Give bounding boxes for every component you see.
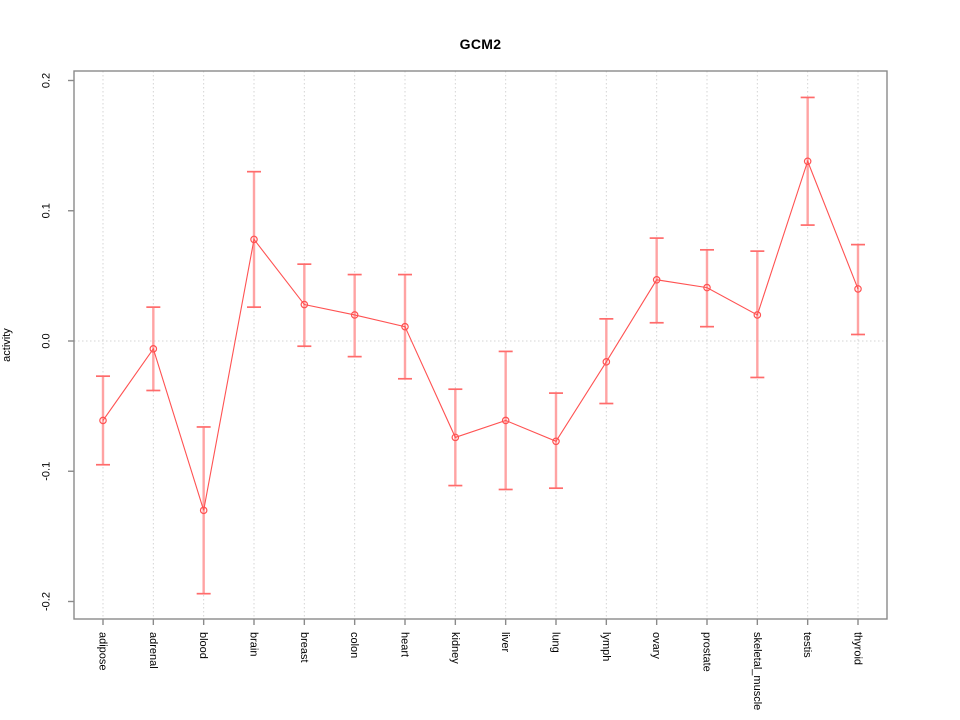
- data-point: [602, 358, 611, 366]
- data-point: [250, 235, 258, 244]
- x-tick-label: lung: [550, 632, 562, 653]
- x-tick-label: kidney: [449, 632, 461, 664]
- y-tick-label: 0.2: [41, 73, 53, 88]
- plot-border: [73, 70, 888, 620]
- x-tick-label: liver: [499, 632, 511, 653]
- y-tick-label: -0.2: [41, 592, 53, 611]
- x-tick-label: breast: [298, 632, 310, 663]
- y-tick-label: -0.1: [41, 462, 53, 481]
- data-point: [401, 322, 409, 331]
- y-tick-label: 0.1: [41, 203, 53, 218]
- data-point: [552, 437, 560, 446]
- y-tick-label: 0.0: [41, 333, 53, 348]
- data-point: [703, 283, 711, 292]
- data-point: [451, 433, 460, 442]
- x-tick-label: adipose: [97, 632, 109, 671]
- data-point: [854, 285, 862, 293]
- series-line: [102, 159, 859, 511]
- data-point: [753, 311, 762, 319]
- data-point: [199, 506, 208, 515]
- data-point: [149, 345, 158, 353]
- x-tick-label: thyroid: [852, 632, 864, 665]
- chart-title: GCM2: [459, 36, 502, 52]
- x-tick-label: skeletal_muscle: [751, 632, 763, 710]
- data-point: [99, 416, 107, 425]
- x-tick-label: heart: [399, 632, 411, 657]
- data-point: [803, 157, 812, 166]
- x-tick-label: blood: [197, 632, 209, 659]
- x-tick-label: lymph: [600, 632, 612, 661]
- x-tick-label: ovary: [650, 632, 662, 659]
- data-point: [300, 300, 309, 309]
- data-point: [350, 311, 359, 319]
- x-tick-label: testis: [801, 632, 813, 658]
- x-tick-label: prostate: [701, 632, 713, 672]
- data-point: [652, 275, 661, 284]
- x-tick-label: brain: [248, 632, 260, 656]
- x-tick-label: adrenal: [147, 632, 159, 669]
- x-tick-label: colon: [348, 632, 360, 658]
- data-point: [501, 416, 510, 425]
